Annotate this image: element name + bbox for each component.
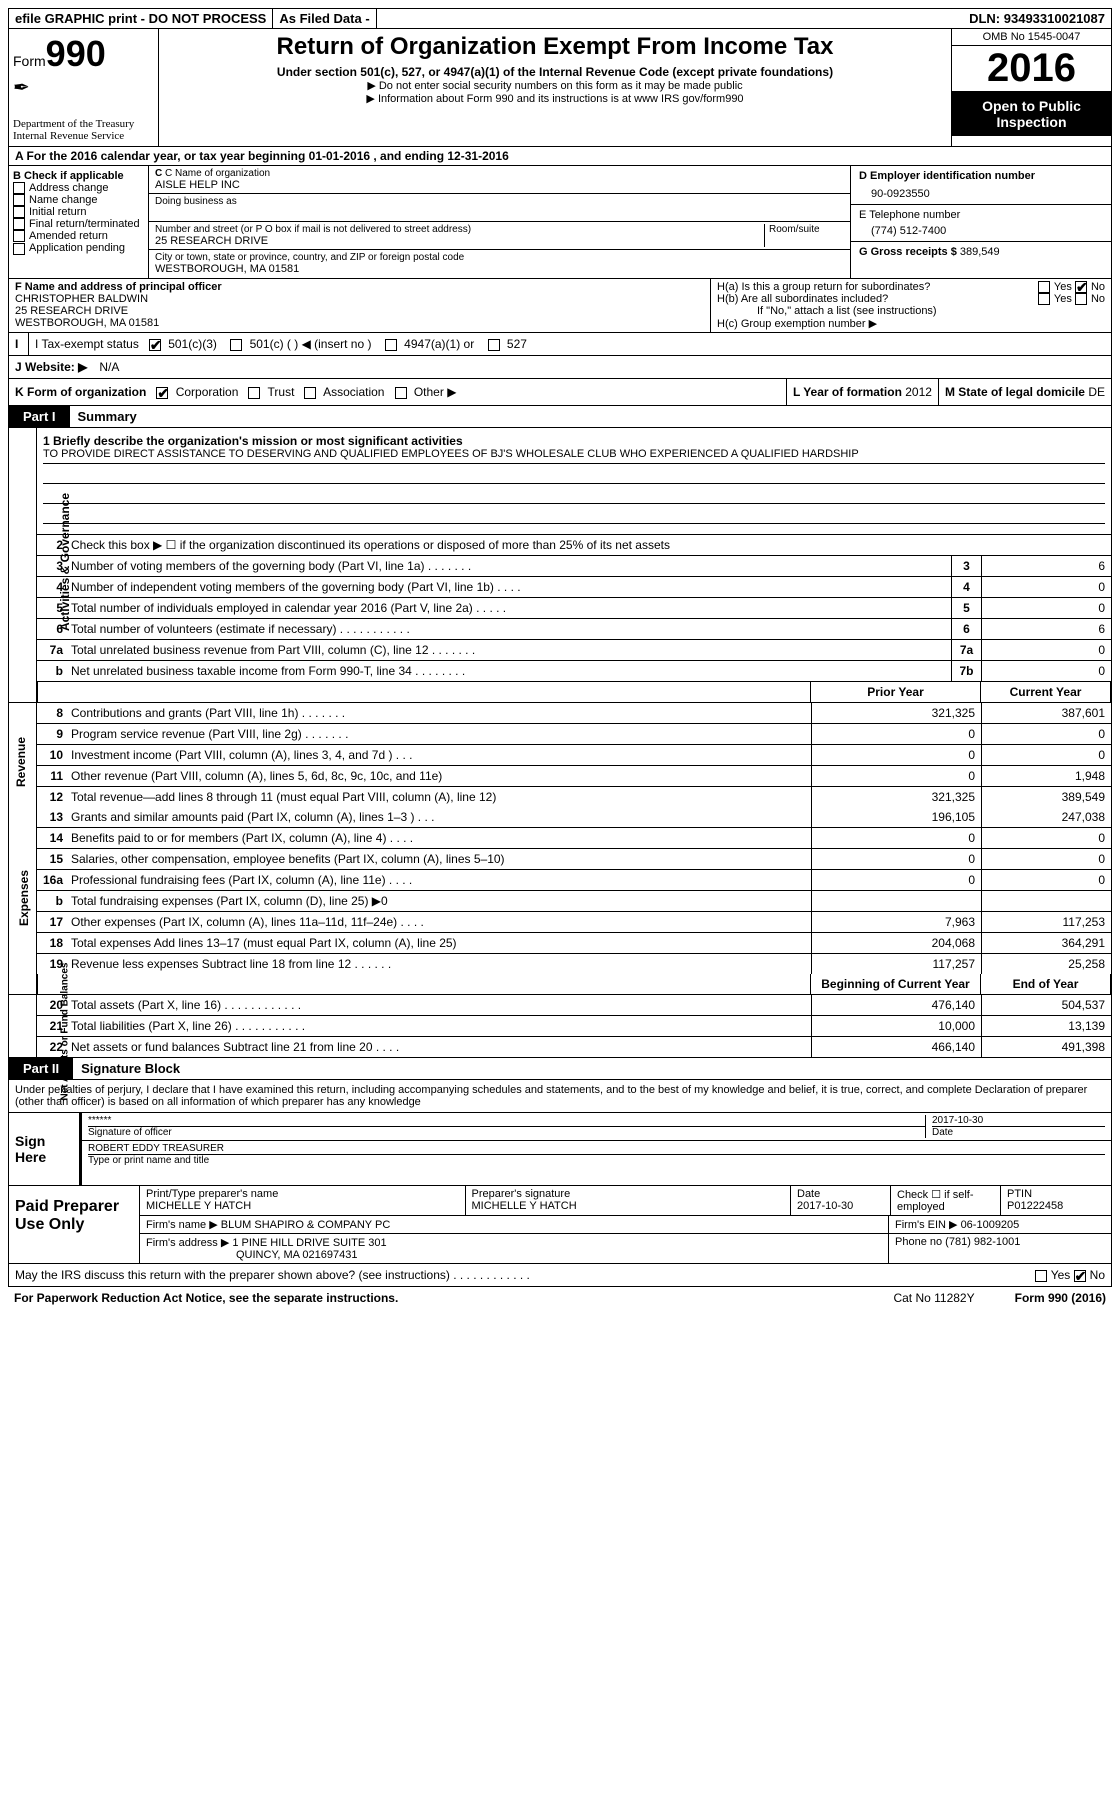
efile-notice: efile GRAPHIC print - DO NOT PROCESS	[9, 9, 273, 28]
firm-phone: (781) 982-1001	[945, 1236, 1020, 1248]
section-b-checkboxes: B Check if applicable Address change Nam…	[9, 166, 149, 278]
table-row: 22Net assets or fund balances Subtract l…	[37, 1037, 1111, 1057]
table-row: 4Number of independent voting members of…	[37, 577, 1111, 598]
chk-amended-return[interactable]: Amended return	[13, 230, 144, 242]
part-2-header: Part II Signature Block	[8, 1058, 1112, 1080]
omb-number: OMB No 1545-0047	[952, 29, 1111, 46]
table-row: 17Other expenses (Part IX, column (A), l…	[37, 912, 1111, 933]
table-row: 11Other revenue (Part VIII, column (A), …	[37, 766, 1111, 787]
ptin: P01222458	[1007, 1200, 1105, 1212]
table-row: 6Total number of volunteers (estimate if…	[37, 619, 1111, 640]
chk-hb-yes[interactable]	[1038, 293, 1050, 305]
chk-discuss-yes[interactable]	[1035, 1270, 1047, 1282]
preparer-date: 2017-10-30	[797, 1200, 884, 1212]
row-i-tax-status: I I Tax-exempt status 501(c)(3) 501(c) (…	[8, 333, 1112, 356]
chk-501c3[interactable]	[149, 339, 161, 351]
firm-ein: 06-1009205	[961, 1219, 1020, 1231]
table-row: 12Total revenue—add lines 8 through 11 (…	[37, 787, 1111, 807]
website: N/A	[93, 356, 1111, 378]
row-j-website: J Website: ▶ N/A	[8, 356, 1112, 379]
info-note: ▶ Information about Form 990 and its ins…	[169, 92, 941, 105]
chk-trust[interactable]	[248, 387, 260, 399]
form-subtitle: Under section 501(c), 527, or 4947(a)(1)…	[169, 65, 941, 79]
as-filed: As Filed Data -	[273, 9, 376, 28]
form-title: Return of Organization Exempt From Incom…	[169, 33, 941, 61]
table-row: 10Investment income (Part VIII, column (…	[37, 745, 1111, 766]
form-number: Form990	[13, 33, 154, 75]
table-row: 5Total number of individuals employed in…	[37, 598, 1111, 619]
table-row: 7aTotal unrelated business revenue from …	[37, 640, 1111, 661]
chk-ha-no[interactable]	[1075, 281, 1087, 293]
chk-application-pending[interactable]: Application pending	[13, 242, 144, 254]
ssn-note: ▶ Do not enter social security numbers o…	[169, 79, 941, 92]
row-klm: K Form of organization Corporation Trust…	[8, 379, 1112, 406]
part-1-header: Part I Summary	[8, 406, 1112, 428]
ein: 90-0923550	[859, 182, 1103, 200]
table-row: 8Contributions and grants (Part VIII, li…	[37, 703, 1111, 724]
org-name: AISLE HELP INC	[155, 179, 844, 191]
officer-name: ROBERT EDDY TREASURER	[88, 1143, 1105, 1154]
chk-final-return[interactable]: Final return/terminated	[13, 218, 144, 230]
chk-address-change[interactable]: Address change	[13, 182, 144, 194]
summary-expenses: Expenses 13Grants and similar amounts pa…	[8, 807, 1112, 974]
preparer-name: MICHELLE Y HATCH	[146, 1200, 459, 1212]
table-row: 16aProfessional fundraising fees (Part I…	[37, 870, 1111, 891]
treasury-dept: Department of the Treasury Internal Reve…	[13, 118, 154, 142]
chk-4947[interactable]	[385, 339, 397, 351]
table-row: 20Total assets (Part X, line 16) . . . .…	[37, 995, 1111, 1016]
org-address: 25 RESEARCH DRIVE	[155, 235, 764, 247]
tax-year: 2016	[952, 46, 1111, 92]
chk-other[interactable]	[395, 387, 407, 399]
dln: DLN: 93493310021087	[963, 9, 1111, 28]
org-city: WESTBOROUGH, MA 01581	[155, 263, 844, 275]
org-info-grid: B Check if applicable Address change Nam…	[8, 166, 1112, 279]
telephone: (774) 512-7400	[859, 221, 1103, 237]
section-d-ein: D Employer identification number 90-0923…	[851, 166, 1111, 278]
chk-initial-return[interactable]: Initial return	[13, 206, 144, 218]
table-row: 14Benefits paid to or for members (Part …	[37, 828, 1111, 849]
table-row: 15Salaries, other compensation, employee…	[37, 849, 1111, 870]
chk-corp[interactable]	[156, 387, 168, 399]
chk-501c[interactable]	[230, 339, 242, 351]
sign-date: 2017-10-30	[932, 1115, 1105, 1126]
open-to-public: Open to Public Inspection	[952, 92, 1111, 136]
sign-here-block: Sign Here ****** Signature of officer 20…	[8, 1113, 1112, 1186]
mission-text: TO PROVIDE DIRECT ASSISTANCE TO DESERVIN…	[43, 448, 1105, 464]
irs-link[interactable]: www IRS gov/form990	[634, 93, 743, 105]
summary-governance: Activities & Governance 1 Briefly descri…	[8, 428, 1112, 682]
chk-hb-no[interactable]	[1075, 293, 1087, 305]
table-row: bNet unrelated business taxable income f…	[37, 661, 1111, 682]
form-header: Form990 ✒ Department of the Treasury Int…	[8, 29, 1112, 147]
section-h-group: H(a) Is this a group return for subordin…	[711, 279, 1111, 332]
page-footer: For Paperwork Reduction Act Notice, see …	[8, 1287, 1112, 1309]
gross-receipts: 389,549	[960, 246, 1000, 258]
table-row: 13Grants and similar amounts paid (Part …	[37, 807, 1111, 828]
chk-discuss-no[interactable]	[1074, 1270, 1086, 1282]
irs-discuss-row: May the IRS discuss this return with the…	[8, 1264, 1112, 1287]
section-f-officer: F Name and address of principal officer …	[9, 279, 711, 332]
signature-declaration: Under penalties of perjury, I declare th…	[8, 1080, 1112, 1113]
section-c-org: C C Name of organization AISLE HELP INC …	[149, 166, 851, 278]
table-row: 21Total liabilities (Part X, line 26) . …	[37, 1016, 1111, 1037]
paid-preparer-block: Paid Preparer Use Only Print/Type prepar…	[8, 1186, 1112, 1264]
row-a-period: A For the 2016 calendar year, or tax yea…	[8, 147, 1112, 166]
table-row: 18Total expenses Add lines 13–17 (must e…	[37, 933, 1111, 954]
table-row: 9Program service revenue (Part VIII, lin…	[37, 724, 1111, 745]
row-fh: F Name and address of principal officer …	[8, 279, 1112, 333]
summary-net-assets: Net Assets or Fund Balances 20Total asse…	[8, 995, 1112, 1058]
topbar: efile GRAPHIC print - DO NOT PROCESS As …	[8, 8, 1112, 29]
table-row: bTotal fundraising expenses (Part IX, co…	[37, 891, 1111, 912]
chk-name-change[interactable]: Name change	[13, 194, 144, 206]
state-domicile: DE	[1088, 385, 1105, 399]
table-row: 19Revenue less expenses Subtract line 18…	[37, 954, 1111, 974]
summary-revenue: Revenue 8Contributions and grants (Part …	[8, 703, 1112, 807]
chk-ha-yes[interactable]	[1038, 281, 1050, 293]
chk-527[interactable]	[488, 339, 500, 351]
firm-name: BLUM SHAPIRO & COMPANY PC	[221, 1219, 391, 1231]
chk-assoc[interactable]	[304, 387, 316, 399]
year-formation: 2012	[905, 385, 932, 399]
table-row: 3Number of voting members of the governi…	[37, 556, 1111, 577]
